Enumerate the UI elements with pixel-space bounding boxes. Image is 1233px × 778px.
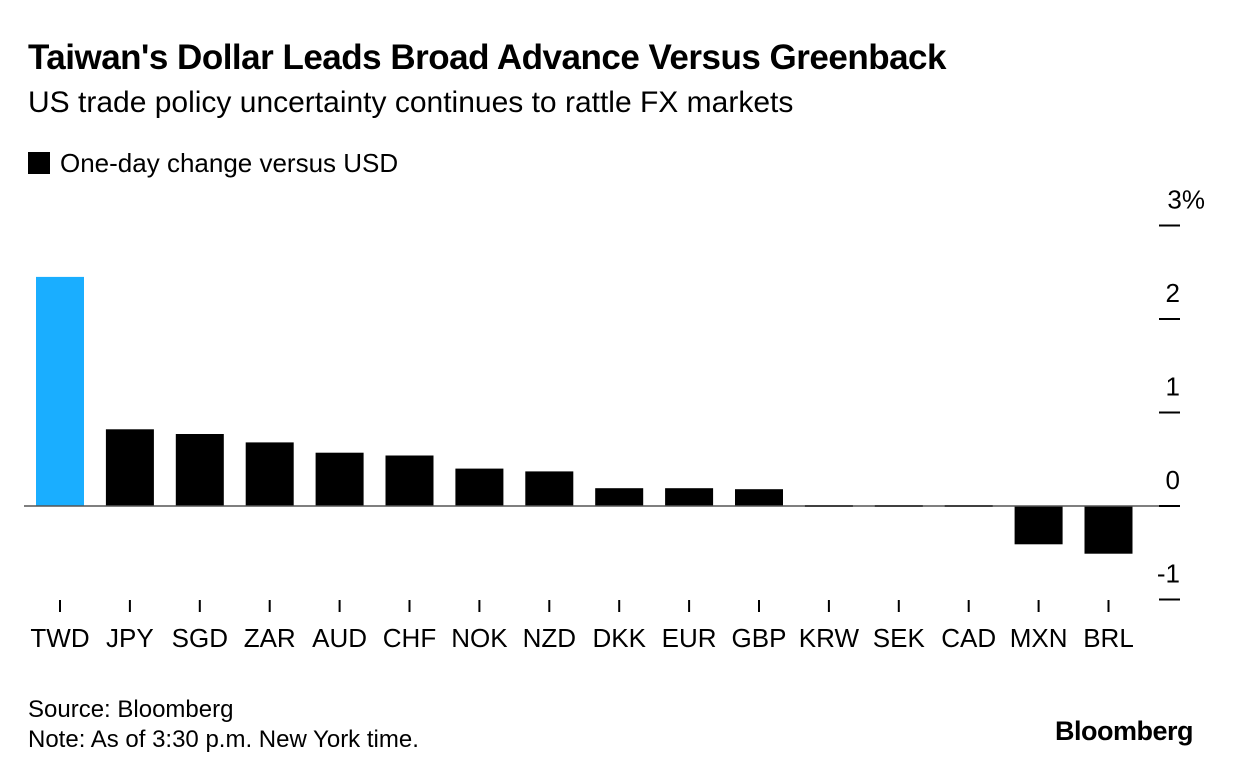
footer: Source: Bloomberg Note: As of 3:30 p.m. … <box>28 695 419 755</box>
legend: One-day change versus USD <box>28 148 398 178</box>
x-tick-label-eur: EUR <box>662 623 717 653</box>
chart-title: Taiwan's Dollar Leads Broad Advance Vers… <box>28 38 946 77</box>
y-tick-label: -1 <box>1157 559 1180 589</box>
x-tick-label-chf: CHF <box>383 623 436 653</box>
bar-aud <box>315 452 364 506</box>
y-tick-label: 3% <box>1167 185 1205 215</box>
bar-sgd <box>175 434 224 506</box>
time-note: Note: As of 3:30 p.m. New York time. <box>28 726 419 753</box>
bar-chf <box>385 455 434 506</box>
bar-brl <box>1084 506 1133 554</box>
x-tick-label-jpy: JPY <box>106 623 154 653</box>
y-tick-label: 0 <box>1166 465 1180 495</box>
x-tick-label-brl: BRL <box>1083 623 1134 653</box>
x-tick-label-sgd: SGD <box>172 623 228 653</box>
x-tick-label-mxn: MXN <box>1010 623 1068 653</box>
bar-eur <box>665 488 714 506</box>
bar-nok <box>455 468 504 506</box>
x-tick-label-cad: CAD <box>941 623 996 653</box>
x-tick-label-aud: AUD <box>312 623 367 653</box>
x-tick-label-twd: TWD <box>30 623 89 653</box>
legend-swatch <box>28 152 50 174</box>
source-note: Source: Bloomberg <box>28 696 234 723</box>
x-tick-label-gbp: GBP <box>732 623 787 653</box>
x-tick-label-sek: SEK <box>873 623 926 653</box>
chart-subtitle: US trade policy uncertainty continues to… <box>28 86 794 119</box>
bar-jpy <box>105 429 154 506</box>
y-tick-label: 2 <box>1166 278 1180 308</box>
legend-label: One-day change versus USD <box>60 147 399 178</box>
bar-mxn <box>1014 506 1063 545</box>
x-tick-label-dkk: DKK <box>592 623 646 653</box>
x-tick-label-nok: NOK <box>451 623 508 653</box>
bar-nzd <box>525 471 574 506</box>
bloomberg-logo: Bloomberg <box>1054 716 1194 746</box>
bar-twd <box>36 276 84 506</box>
x-tick-label-krw: KRW <box>799 623 860 653</box>
x-tick-label-nzd: NZD <box>523 623 576 653</box>
bar-dkk <box>595 488 644 506</box>
x-tick-label-zar: ZAR <box>244 623 296 653</box>
bar-zar <box>245 442 294 506</box>
y-tick-label: 1 <box>1166 372 1180 402</box>
bar-gbp <box>735 489 783 506</box>
